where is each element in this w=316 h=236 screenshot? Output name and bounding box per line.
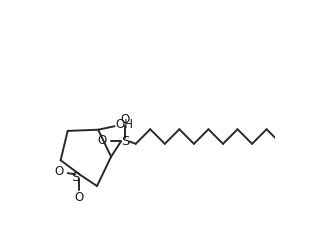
Text: O: O xyxy=(75,191,84,204)
Text: O: O xyxy=(98,134,107,147)
Text: O: O xyxy=(120,113,130,126)
Text: S: S xyxy=(71,171,79,184)
Text: OH: OH xyxy=(115,118,133,131)
Text: S: S xyxy=(121,135,129,148)
Text: O: O xyxy=(55,165,64,178)
